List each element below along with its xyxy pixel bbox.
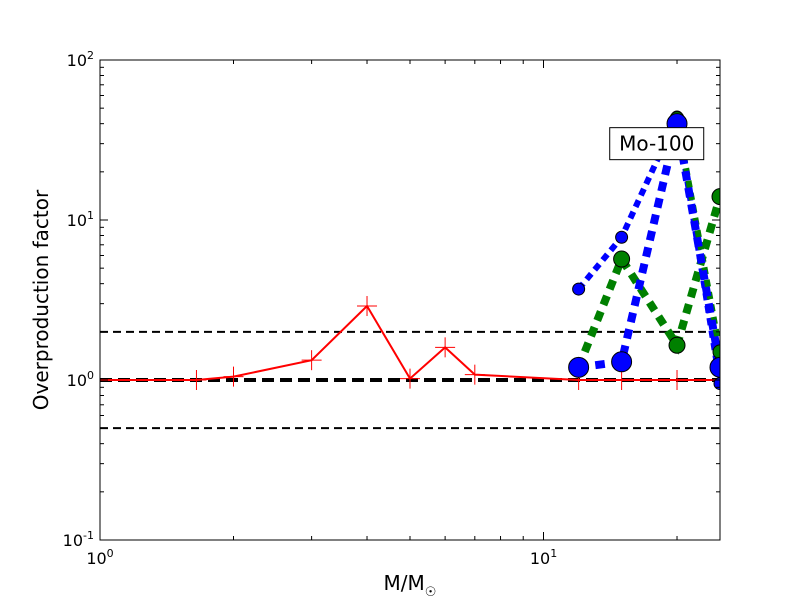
annotation-frame [609, 127, 705, 161]
y-tick-label: 101 [67, 209, 94, 230]
data-point [568, 356, 590, 378]
annotation-box: Mo-100 [609, 127, 705, 161]
x-tick-label: 100 [86, 547, 113, 568]
data-point [709, 356, 720, 378]
y-tick-label: 10-1 [63, 529, 94, 550]
y-axis-label: Overproduction factor [29, 189, 53, 410]
x-axis-label: M/M☉ [384, 571, 437, 600]
x-axis-label-main: M/M [384, 571, 425, 595]
data-point [713, 377, 720, 391]
data-point [712, 344, 720, 360]
data-point [572, 282, 586, 296]
data-point [611, 351, 633, 373]
data-point [668, 336, 686, 354]
x-tick-label: 101 [530, 547, 557, 568]
x-axis-label-sub: ☉ [425, 585, 437, 600]
annotation-text: Mo-100 [619, 132, 694, 156]
data-point [613, 250, 631, 268]
y-tick-label: 102 [67, 49, 94, 70]
series-line [574, 195, 720, 369]
series-line [576, 106, 720, 385]
data-point [711, 188, 720, 206]
marker-layer [568, 110, 720, 391]
series-line [578, 122, 720, 372]
y-tick-label: 100 [67, 369, 94, 390]
data-point [615, 230, 629, 244]
